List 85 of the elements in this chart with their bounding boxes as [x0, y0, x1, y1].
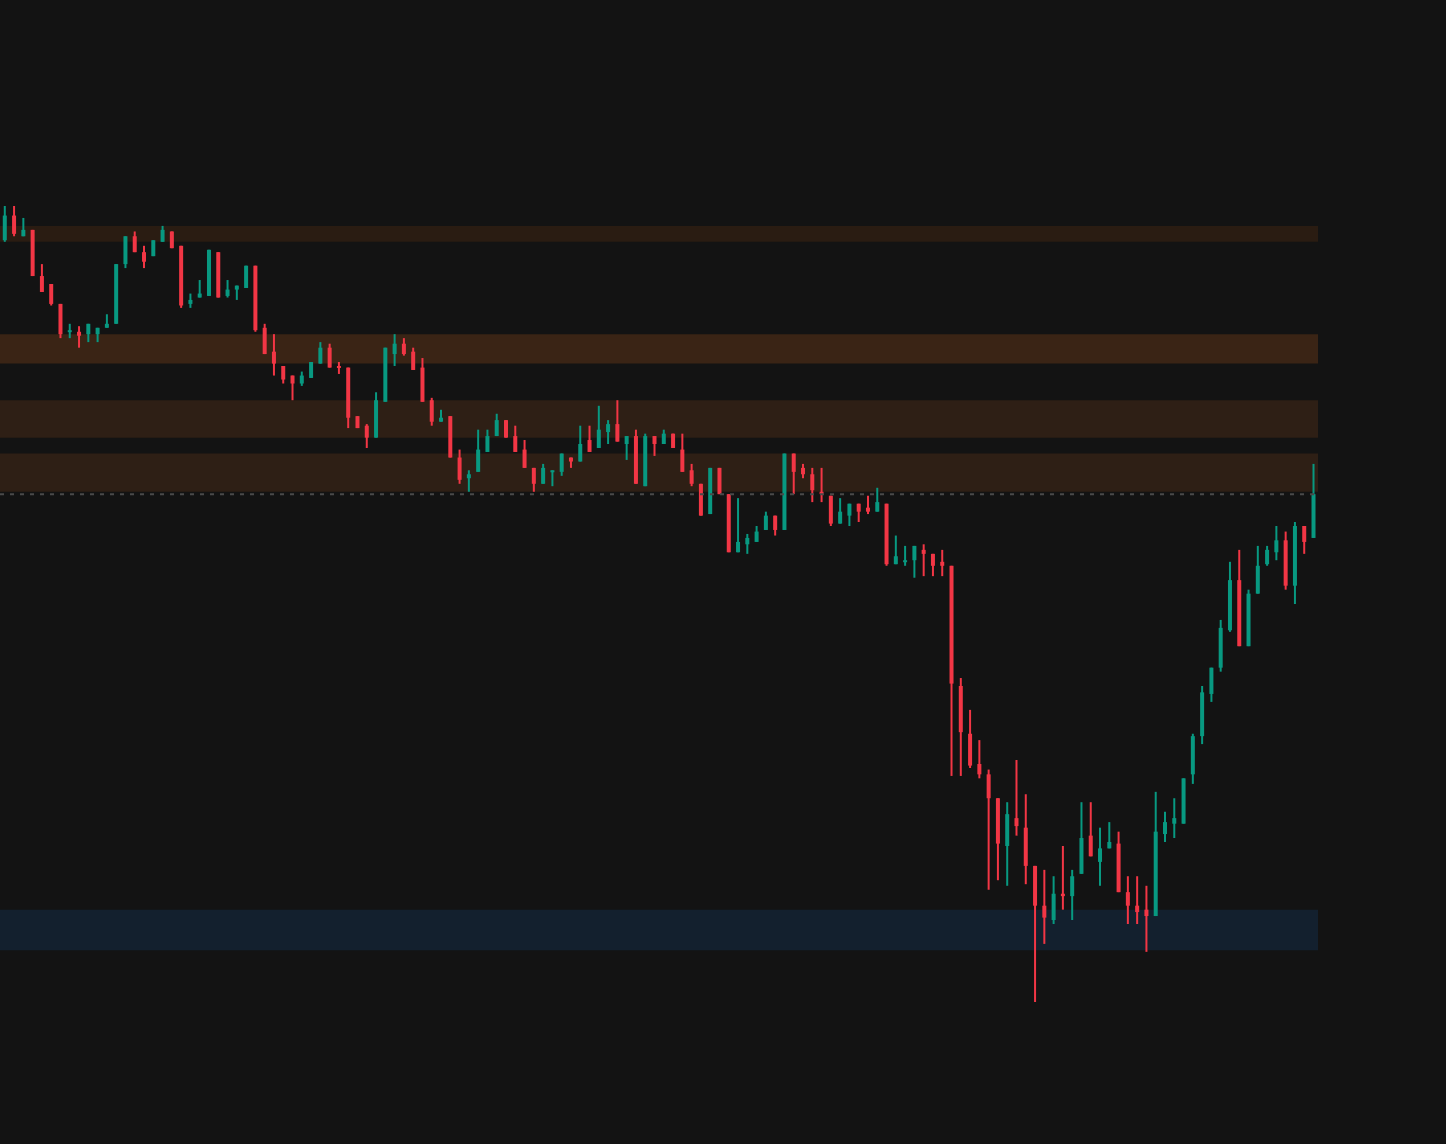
candlestick [411, 346, 416, 371]
candlestick [791, 452, 796, 496]
candlestick [12, 206, 17, 238]
candlestick [327, 342, 332, 369]
candlestick [1274, 524, 1279, 562]
candlestick [680, 432, 685, 473]
candlestick [1163, 810, 1167, 843]
candlestick [958, 677, 963, 777]
candlestick [541, 462, 546, 485]
candlestick [615, 399, 620, 443]
candlestick [1218, 618, 1223, 673]
candlestick [1172, 797, 1177, 840]
candlestick [763, 510, 768, 531]
candlestick [142, 244, 147, 270]
candlestick [476, 428, 481, 473]
candlestick [810, 466, 815, 504]
candlestick [578, 424, 583, 463]
candlestick [420, 357, 425, 403]
candlestick [624, 435, 629, 461]
candlestick [745, 532, 750, 555]
candlestick [986, 768, 991, 891]
candlestick [216, 251, 221, 299]
candlestick [606, 419, 611, 445]
candlestick [698, 482, 703, 517]
candlestick [374, 391, 379, 439]
candlestick [513, 424, 518, 453]
candlestick [1302, 524, 1307, 555]
candlestick [912, 544, 917, 579]
candlestick [49, 283, 54, 307]
candlestick [875, 486, 880, 513]
candlestick [1181, 777, 1186, 825]
candlestick [838, 497, 843, 525]
candlestick [1079, 801, 1084, 875]
candlestick [429, 396, 434, 427]
candlestick [968, 708, 973, 769]
candlestick [448, 415, 453, 459]
candlestick [1265, 544, 1270, 567]
candlestick [392, 333, 397, 367]
candlestick [58, 302, 63, 340]
candlestick [1088, 801, 1093, 858]
candlestick [1125, 875, 1130, 925]
candlestick [1042, 868, 1047, 945]
candlestick [466, 469, 471, 493]
candlestick [1200, 684, 1205, 746]
candlestick [736, 497, 741, 554]
candlestick [652, 435, 657, 457]
candlestick [940, 548, 945, 578]
candlestick [77, 325, 82, 349]
candlestick [123, 235, 128, 270]
candlestick [364, 423, 369, 449]
candlestick [39, 263, 44, 293]
candlestick [485, 428, 490, 453]
candlestick [1311, 462, 1316, 539]
candlestick [995, 797, 1000, 882]
candlestick [290, 374, 295, 402]
candlestick [903, 544, 908, 567]
candlestick [2, 206, 7, 243]
candlestick [1190, 732, 1195, 785]
candlestick [457, 448, 462, 485]
candlestick [689, 462, 694, 488]
candlestick [893, 534, 898, 566]
candlestick [865, 494, 870, 516]
candlestick [1209, 666, 1214, 703]
candlestick [1098, 826, 1103, 887]
candlestick [1023, 793, 1028, 886]
candlestick [1033, 864, 1038, 1002]
candlestick [1014, 759, 1019, 837]
candlestick [1107, 821, 1112, 850]
candlestick [262, 322, 267, 356]
candlestick [587, 424, 592, 453]
candlestick [977, 739, 982, 780]
candlestick [1144, 884, 1149, 953]
candlestick [921, 543, 926, 578]
candlestick [596, 404, 601, 449]
candlestick [522, 439, 527, 469]
candlestick [828, 494, 833, 527]
candlestick [318, 341, 323, 365]
candlestick [1255, 544, 1260, 595]
candlestick [1135, 875, 1140, 925]
candlestick [1070, 868, 1075, 922]
candlestick [1005, 801, 1010, 887]
candlestick [1051, 875, 1056, 925]
candlestick [633, 428, 638, 485]
candlestick [1283, 530, 1288, 591]
candlestick [271, 333, 276, 377]
